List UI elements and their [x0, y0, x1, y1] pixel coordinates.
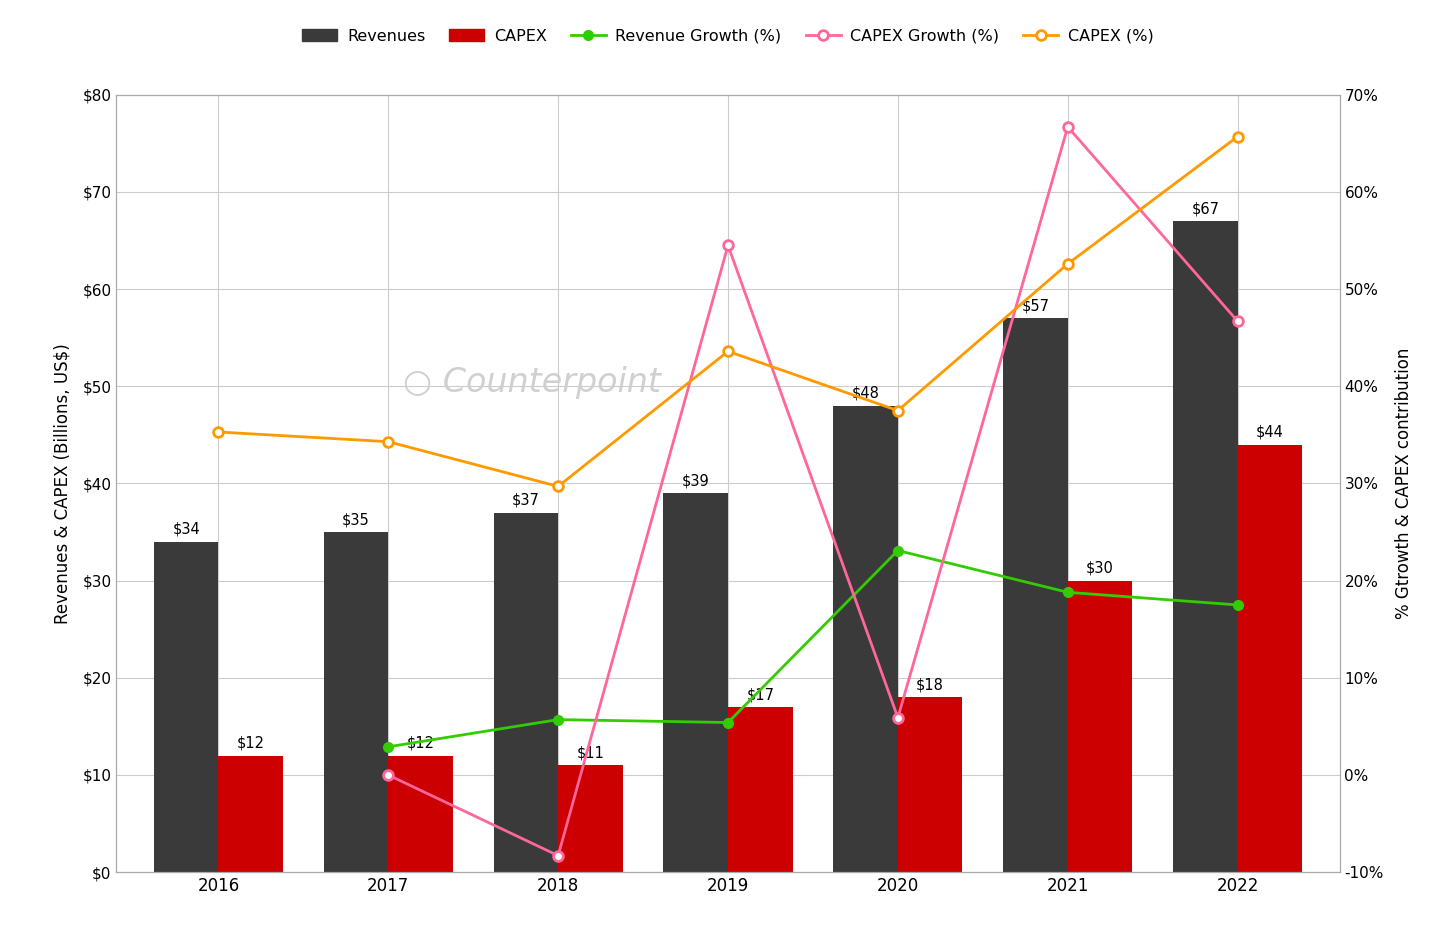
- Bar: [494, 513, 558, 872]
- Bar: [728, 707, 792, 872]
- Legend: Revenues, CAPEX, Revenue Growth (%), CAPEX Growth (%), CAPEX (%): Revenues, CAPEX, Revenue Growth (%), CAP…: [296, 22, 1160, 50]
- Text: $12: $12: [406, 736, 434, 751]
- Bar: [1003, 319, 1067, 872]
- Y-axis label: Revenues & CAPEX (Billions, US$): Revenues & CAPEX (Billions, US$): [54, 343, 71, 624]
- Text: $37: $37: [513, 493, 540, 508]
- Bar: [664, 493, 728, 872]
- Text: $39: $39: [681, 473, 709, 488]
- Bar: [1174, 221, 1238, 872]
- Bar: [1067, 580, 1133, 872]
- Text: $18: $18: [916, 678, 943, 692]
- Bar: [1238, 445, 1302, 872]
- Text: $34: $34: [172, 522, 199, 537]
- Text: $35: $35: [342, 512, 370, 527]
- Bar: [389, 756, 453, 872]
- Bar: [833, 406, 898, 872]
- Text: $44: $44: [1257, 425, 1284, 440]
- Text: $17: $17: [747, 687, 775, 702]
- Bar: [323, 532, 389, 872]
- Text: ○ Counterpoint: ○ Counterpoint: [403, 366, 661, 399]
- Text: $67: $67: [1191, 201, 1219, 216]
- Bar: [154, 542, 218, 872]
- Text: $12: $12: [237, 736, 265, 751]
- Text: $11: $11: [577, 745, 604, 760]
- Text: $48: $48: [852, 386, 879, 401]
- Text: $57: $57: [1022, 299, 1050, 314]
- Y-axis label: % Gtrowth & CAPEX contribution: % Gtrowth & CAPEX contribution: [1395, 348, 1412, 619]
- Bar: [558, 765, 623, 872]
- Bar: [898, 698, 962, 872]
- Text: $30: $30: [1086, 561, 1114, 575]
- Bar: [218, 756, 282, 872]
